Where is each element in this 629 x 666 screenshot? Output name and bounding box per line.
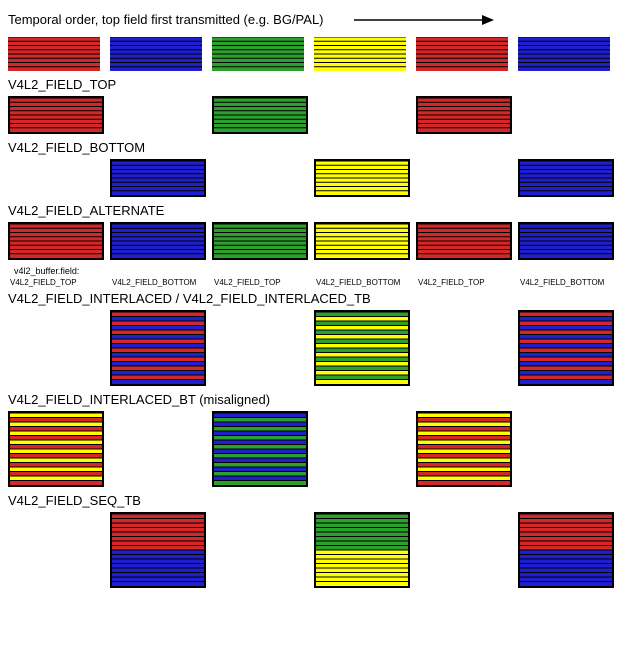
field-block	[416, 411, 512, 487]
field-block	[212, 37, 304, 71]
field-block	[110, 37, 202, 71]
header-text: Temporal order, top field first transmit…	[8, 12, 324, 27]
slot	[518, 512, 620, 588]
field-row	[8, 411, 621, 487]
slot	[110, 96, 212, 134]
sublabel: V4L2_FIELD_TOP	[212, 278, 314, 287]
slot	[212, 512, 314, 588]
slot	[314, 512, 416, 588]
field-block	[212, 222, 308, 260]
row-label: V4L2_FIELD_BOTTOM	[8, 140, 621, 155]
slot	[110, 310, 212, 386]
slot	[416, 222, 518, 260]
row-label: V4L2_FIELD_SEQ_TB	[8, 493, 621, 508]
field-block	[314, 310, 410, 386]
slot	[110, 512, 212, 588]
slot	[416, 37, 518, 71]
field-block	[518, 310, 614, 386]
field-block	[314, 512, 410, 588]
slot	[212, 37, 314, 71]
slot	[314, 310, 416, 386]
slot	[8, 37, 110, 71]
field-block	[518, 512, 614, 588]
slot	[8, 512, 110, 588]
sublabel: V4L2_FIELD_BOTTOM	[518, 278, 620, 287]
field-block	[8, 37, 100, 71]
field-block	[518, 222, 614, 260]
field-block	[518, 159, 614, 197]
field-block	[416, 37, 508, 71]
arrow-icon	[354, 13, 494, 27]
slot	[110, 37, 212, 71]
slot	[8, 222, 110, 260]
field-block	[8, 96, 104, 134]
row-label: V4L2_FIELD_INTERLACED_BT (misaligned)	[8, 392, 621, 407]
field-block	[416, 96, 512, 134]
slot	[416, 310, 518, 386]
slot	[110, 222, 212, 260]
slot	[212, 310, 314, 386]
row-label: V4L2_FIELD_ALTERNATE	[8, 203, 621, 218]
rows-area: V4L2_FIELD_TOPV4L2_FIELD_BOTTOMV4L2_FIEL…	[8, 37, 621, 588]
field-row	[8, 37, 621, 71]
slot	[314, 159, 416, 197]
slot	[212, 96, 314, 134]
field-block	[8, 222, 104, 260]
field-block	[8, 411, 104, 487]
sublabel: V4L2_FIELD_BOTTOM	[314, 278, 416, 287]
field-block	[314, 37, 406, 71]
slot	[8, 96, 110, 134]
field-block	[314, 159, 410, 197]
slot	[518, 310, 620, 386]
slot	[518, 96, 620, 134]
slot	[110, 411, 212, 487]
row-label: V4L2_FIELD_TOP	[8, 77, 621, 92]
row-label: V4L2_FIELD_INTERLACED / V4L2_FIELD_INTER…	[8, 291, 621, 306]
slot	[416, 411, 518, 487]
slot	[416, 512, 518, 588]
slot	[212, 222, 314, 260]
slot	[518, 222, 620, 260]
slot	[212, 411, 314, 487]
slot	[314, 37, 416, 71]
slot	[314, 411, 416, 487]
sublabel-header: v4l2_buffer.field:	[8, 266, 621, 276]
field-block	[212, 411, 308, 487]
field-row	[8, 310, 621, 386]
slot	[212, 159, 314, 197]
slot	[110, 159, 212, 197]
field-block	[110, 310, 206, 386]
field-block	[110, 159, 206, 197]
slot	[518, 159, 620, 197]
field-row	[8, 96, 621, 134]
field-row	[8, 159, 621, 197]
slot	[416, 159, 518, 197]
field-block	[212, 96, 308, 134]
diagram-container: Temporal order, top field first transmit…	[0, 0, 629, 602]
field-row	[8, 512, 621, 588]
sublabel: V4L2_FIELD_BOTTOM	[110, 278, 212, 287]
field-block	[110, 512, 206, 588]
slot	[8, 159, 110, 197]
field-block	[110, 222, 206, 260]
slot	[8, 310, 110, 386]
field-block	[314, 222, 410, 260]
field-block	[416, 222, 512, 260]
field-block	[518, 37, 610, 71]
slot	[314, 222, 416, 260]
field-row	[8, 222, 621, 260]
sublabels-row: V4L2_FIELD_TOPV4L2_FIELD_BOTTOMV4L2_FIEL…	[8, 278, 621, 287]
header-row: Temporal order, top field first transmit…	[8, 8, 621, 31]
slot	[518, 37, 620, 71]
slot	[518, 411, 620, 487]
slot	[416, 96, 518, 134]
sublabel: V4L2_FIELD_TOP	[416, 278, 518, 287]
slot	[314, 96, 416, 134]
slot	[8, 411, 110, 487]
sublabel: V4L2_FIELD_TOP	[8, 278, 110, 287]
